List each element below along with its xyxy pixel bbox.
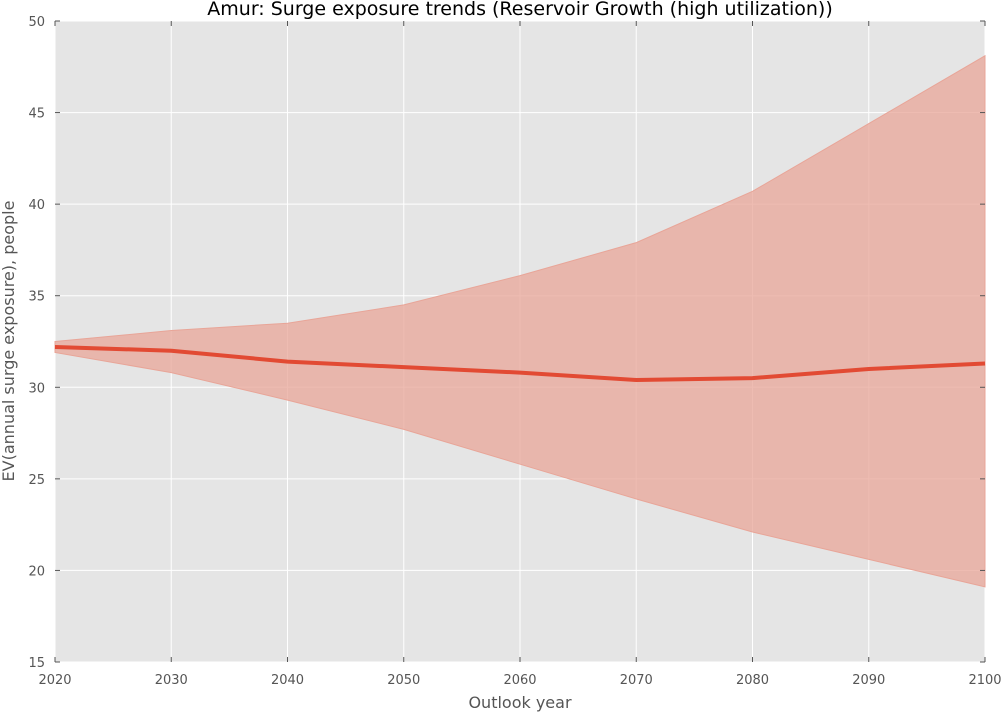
x-tick-label: 2080 — [736, 673, 769, 688]
mean-line — [54, 345, 986, 382]
x-tick-label: 2060 — [503, 673, 536, 688]
x-tick-label: 2030 — [155, 673, 188, 688]
y-tick-label: 45 — [28, 107, 45, 122]
x-tick-label: 2090 — [852, 673, 885, 688]
y-tick-label: 35 — [28, 290, 45, 305]
y-tick-label: 15 — [28, 656, 45, 671]
x-tick-label: 2100 — [968, 673, 1001, 688]
y-tick-label: 30 — [28, 381, 45, 396]
x-tick-label: 2020 — [38, 673, 71, 688]
x-tick-label: 2050 — [387, 673, 420, 688]
y-axis-label: EV(annual surge exposure), people — [0, 201, 18, 482]
confidence-band — [54, 54, 986, 588]
x-tick-label: 2070 — [620, 673, 653, 688]
x-axis-label: Outlook year — [468, 693, 572, 712]
y-tick-label: 40 — [28, 198, 45, 213]
chart-title: Amur: Surge exposure trends (Reservoir G… — [207, 0, 832, 20]
x-tick-label: 2040 — [271, 673, 304, 688]
axis-ticks: 2020 2030 2040 2050 2060 2070 2080 2090 21001520… — [28, 15, 1001, 688]
y-tick-label: 50 — [28, 15, 45, 30]
y-tick-label: 20 — [28, 564, 45, 579]
y-tick-label: 25 — [28, 473, 45, 488]
